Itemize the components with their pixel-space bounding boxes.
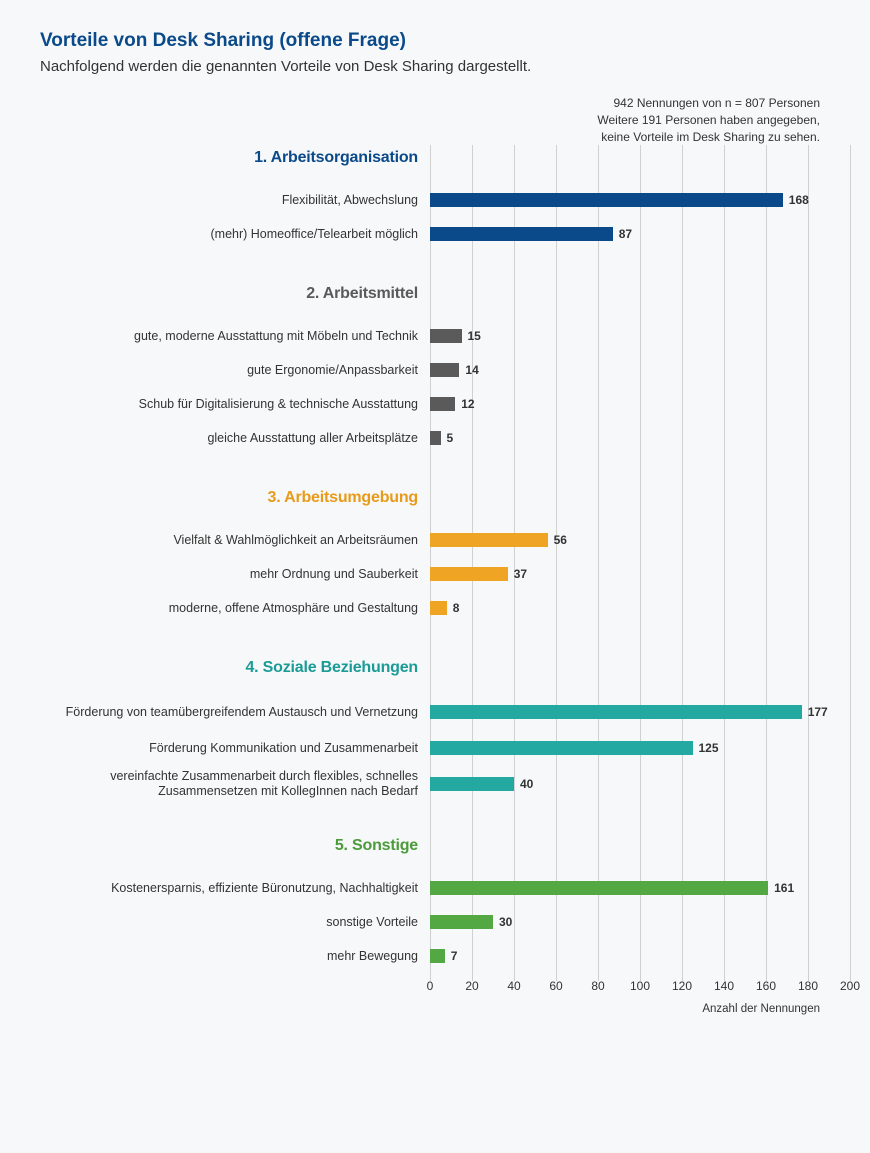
bar-value: 168 — [789, 193, 809, 207]
bar-row: sonstige Vorteile 30 — [40, 907, 830, 937]
bar-label: Schub für Digitalisierung & technische A… — [40, 397, 430, 413]
bar-label: gleiche Ausstattung aller Arbeitsplätze — [40, 431, 430, 447]
bar-label: Flexibilität, Abwechslung — [40, 193, 430, 209]
bar — [430, 881, 768, 895]
bar-label: mehr Ordnung und Sauberkeit — [40, 567, 430, 583]
chart-area: 1. Arbeitsorganisation Flexibilität, Abwe… — [40, 145, 830, 1015]
x-axis-label: Anzahl der Nennungen — [40, 1003, 830, 1015]
group-heading: 3. Arbeitsumgebung — [268, 488, 419, 508]
group-heading: 1. Arbeitsorganisation — [254, 148, 418, 168]
page-subtitle: Nachfolgend werden die genannten Vorteil… — [40, 58, 830, 75]
bar — [430, 397, 455, 411]
bar-label: gute Ergonomie/Anpassbarkeit — [40, 363, 430, 379]
x-axis: 020406080100120140160180200 — [430, 979, 850, 995]
bar-value: 177 — [808, 705, 828, 719]
bar — [430, 777, 514, 791]
bar-value: 87 — [619, 227, 632, 241]
x-tick-label: 160 — [756, 979, 776, 993]
bar — [430, 533, 548, 547]
bar-row: gleiche Ausstattung aller Arbeitsplätze 5 — [40, 423, 830, 453]
group-heading: 4. Soziale Beziehungen — [245, 658, 418, 678]
bar-row: gute Ergonomie/Anpassbarkeit 14 — [40, 355, 830, 385]
bar-row: Schub für Digitalisierung & technische A… — [40, 389, 830, 419]
bar-value: 8 — [453, 601, 460, 615]
bar — [430, 431, 441, 445]
bar-row: (mehr) Homeoffice/Telearbeit möglich 87 — [40, 219, 830, 249]
bar — [430, 227, 613, 241]
bar-row: moderne, offene Atmosphäre und Gestaltun… — [40, 593, 830, 623]
x-tick-label: 200 — [840, 979, 860, 993]
bar — [430, 949, 445, 963]
group-heading: 5. Sonstige — [335, 836, 418, 856]
bar-value: 125 — [699, 741, 719, 755]
bar-value: 40 — [520, 777, 533, 791]
bar — [430, 601, 447, 615]
note-line: keine Vorteile im Desk Sharing zu sehen. — [601, 130, 820, 144]
bar-label: (mehr) Homeoffice/Telearbeit möglich — [40, 227, 430, 243]
bar-label: moderne, offene Atmosphäre und Gestaltun… — [40, 601, 430, 617]
bar-row: gute, moderne Ausstattung mit Möbeln und… — [40, 321, 830, 351]
chart-groups: 1. Arbeitsorganisation Flexibilität, Abwe… — [40, 145, 830, 971]
x-tick-label: 60 — [549, 979, 562, 993]
bar-value: 15 — [468, 329, 481, 343]
bar-row: mehr Bewegung 7 — [40, 941, 830, 971]
bar — [430, 567, 508, 581]
note-line: Weitere 191 Personen haben angegeben, — [597, 113, 820, 127]
note-line: 942 Nennungen von n = 807 Personen — [613, 96, 820, 110]
bar-row: Flexibilität, Abwechslung 168 — [40, 185, 830, 215]
gridline — [850, 145, 851, 981]
bar-label: Förderung von teamübergreifendem Austaus… — [40, 705, 430, 721]
bar — [430, 329, 462, 343]
x-tick-label: 140 — [714, 979, 734, 993]
x-tick-label: 40 — [507, 979, 520, 993]
bar-value: 30 — [499, 915, 512, 929]
bar-row: Förderung von teamübergreifendem Austaus… — [40, 695, 830, 729]
bar-label: gute, moderne Ausstattung mit Möbeln und… — [40, 329, 430, 345]
bar-label: vereinfachte Zusammenarbeit durch flexib… — [40, 769, 430, 800]
bar-value: 5 — [447, 431, 454, 445]
bar — [430, 363, 459, 377]
bar-row: Vielfalt & Wahlmöglichkeit an Arbeitsräu… — [40, 525, 830, 555]
bar-value: 7 — [451, 949, 458, 963]
bar-value: 56 — [554, 533, 567, 547]
bar-label: Förderung Kommunikation und Zusammenarbe… — [40, 741, 430, 757]
x-tick-label: 20 — [465, 979, 478, 993]
bar — [430, 741, 693, 755]
x-tick-label: 80 — [591, 979, 604, 993]
bar-row: mehr Ordnung und Sauberkeit 37 — [40, 559, 830, 589]
x-tick-label: 180 — [798, 979, 818, 993]
bar-row: Kostenersparnis, effiziente Büronutzung,… — [40, 873, 830, 903]
bar-value: 37 — [514, 567, 527, 581]
bar-label: Vielfalt & Wahlmöglichkeit an Arbeitsräu… — [40, 533, 430, 549]
bar — [430, 915, 493, 929]
bar — [430, 193, 783, 207]
x-tick-label: 120 — [672, 979, 692, 993]
bar-value: 161 — [774, 881, 794, 895]
x-tick-label: 100 — [630, 979, 650, 993]
chart-note: 942 Nennungen von n = 807 Personen Weite… — [40, 95, 830, 145]
page-title: Vorteile von Desk Sharing (offene Frage) — [40, 30, 830, 52]
x-tick-label: 0 — [427, 979, 434, 993]
bar-row: Förderung Kommunikation und Zusammenarbe… — [40, 733, 830, 763]
bar — [430, 705, 802, 719]
bar-label: Kostenersparnis, effiziente Büronutzung,… — [40, 881, 430, 897]
bar-label: sonstige Vorteile — [40, 915, 430, 931]
bar-label: mehr Bewegung — [40, 949, 430, 965]
bar-value: 12 — [461, 397, 474, 411]
group-heading: 2. Arbeitsmittel — [306, 284, 418, 304]
bar-row: vereinfachte Zusammenarbeit durch flexib… — [40, 767, 830, 801]
bar-value: 14 — [465, 363, 478, 377]
